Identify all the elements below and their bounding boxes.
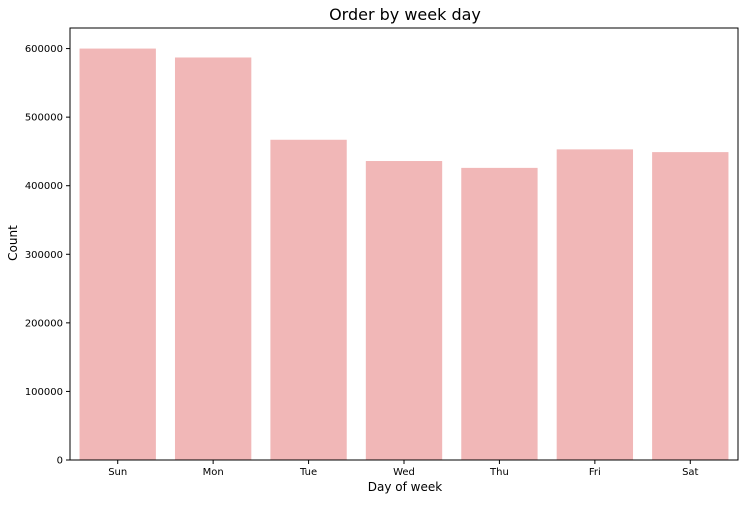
y-tick-label: 0	[57, 456, 63, 467]
y-tick-label: 100000	[25, 387, 63, 398]
bar-sun	[79, 48, 156, 460]
x-tick-label: Sun	[108, 467, 127, 478]
bar-tue	[270, 139, 347, 460]
y-tick-label: 400000	[25, 181, 63, 192]
x-tick-label: Wed	[393, 467, 415, 478]
chart-title: Order by week day	[329, 5, 481, 24]
y-tick-label: 300000	[25, 250, 63, 261]
bar-mon	[174, 57, 252, 460]
x-tick-label: Thu	[489, 467, 509, 478]
y-axis-label: Count	[6, 225, 20, 261]
x-tick-label: Sat	[682, 467, 698, 478]
y-tick-label: 500000	[25, 113, 63, 124]
y-tick-label: 600000	[25, 44, 63, 55]
bar-sat	[652, 152, 729, 460]
bar-wed	[365, 161, 443, 460]
x-tick-label: Mon	[203, 467, 224, 478]
x-axis-label: Day of week	[368, 480, 442, 494]
bar-thu	[461, 167, 538, 460]
y-tick-label: 200000	[25, 318, 63, 329]
x-tick-label: Tue	[299, 467, 317, 478]
bar-fri	[556, 149, 634, 460]
x-tick-label: Fri	[589, 467, 601, 478]
